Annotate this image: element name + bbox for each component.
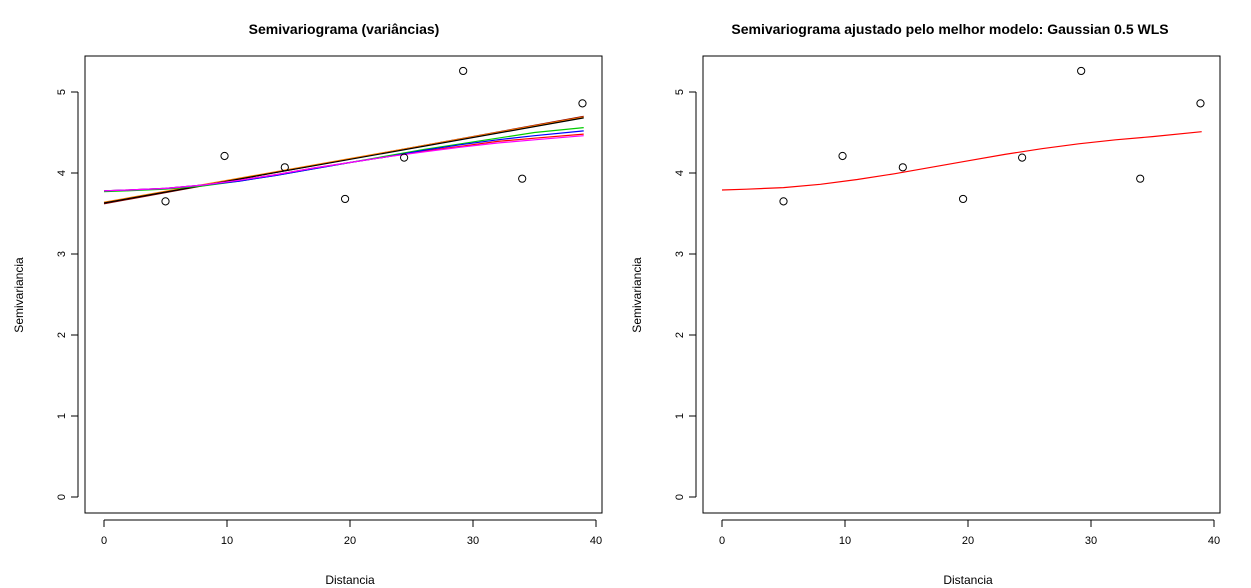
data-point bbox=[161, 197, 170, 206]
y-tick-label: 4 bbox=[674, 170, 686, 176]
x-tick-label: 20 bbox=[344, 535, 356, 547]
y-tick-label: 5 bbox=[674, 89, 686, 95]
data-point bbox=[898, 163, 907, 172]
model-fit-curve bbox=[103, 116, 584, 203]
x-tick-label: 0 bbox=[101, 535, 107, 547]
y-axis-label: Semivariancia bbox=[12, 257, 26, 333]
x-axis-label: Distancia bbox=[325, 573, 375, 587]
data-point bbox=[400, 153, 409, 162]
data-point bbox=[1018, 153, 1027, 162]
x-tick-label: 10 bbox=[839, 535, 851, 547]
plot-frame bbox=[84, 55, 603, 514]
model-fit-curve bbox=[721, 131, 1202, 191]
x-tick-label: 0 bbox=[719, 535, 725, 547]
data-point bbox=[518, 174, 527, 183]
model-fit-curve bbox=[103, 117, 584, 204]
y-tick-label: 2 bbox=[56, 332, 68, 338]
x-tick-label: 40 bbox=[590, 535, 602, 547]
semivariogram-fitted-panel: Semivariograma ajustado pelo melhor mode… bbox=[630, 21, 1221, 587]
y-tick-label: 1 bbox=[674, 413, 686, 419]
y-tick-label: 1 bbox=[56, 413, 68, 419]
data-point bbox=[280, 163, 289, 172]
y-tick-label: 3 bbox=[56, 251, 68, 257]
y-tick-label: 3 bbox=[674, 251, 686, 257]
data-point bbox=[958, 194, 968, 204]
data-point bbox=[779, 197, 788, 206]
x-tick-label: 20 bbox=[962, 535, 974, 547]
data-point bbox=[220, 151, 229, 161]
y-tick-label: 4 bbox=[56, 170, 68, 176]
x-tick-label: 40 bbox=[1208, 535, 1220, 547]
semivariogram-variances-panel: Semivariograma (variâncias) Distancia Se… bbox=[12, 21, 603, 587]
data-point bbox=[838, 151, 847, 161]
data-point bbox=[459, 66, 468, 76]
data-point bbox=[340, 194, 350, 204]
data-point bbox=[1136, 174, 1145, 183]
model-fit-curve bbox=[103, 133, 584, 192]
y-tick-label: 2 bbox=[674, 332, 686, 338]
x-tick-label: 30 bbox=[1085, 535, 1097, 547]
y-axis-label: Semivariancia bbox=[630, 257, 644, 333]
y-tick-label: 0 bbox=[674, 494, 686, 500]
y-tick-label: 5 bbox=[56, 89, 68, 95]
model-fit-curve bbox=[103, 135, 584, 192]
chart-title: Semivariograma (variâncias) bbox=[249, 21, 440, 37]
data-point bbox=[578, 99, 587, 108]
data-point bbox=[1196, 99, 1205, 108]
plot-frame bbox=[702, 55, 1221, 514]
x-tick-label: 30 bbox=[467, 535, 479, 547]
x-tick-label: 10 bbox=[221, 535, 233, 547]
chart-title: Semivariograma ajustado pelo melhor mode… bbox=[731, 21, 1168, 37]
x-axis-label: Distancia bbox=[943, 573, 993, 587]
y-tick-label: 0 bbox=[56, 494, 68, 500]
data-point bbox=[1077, 66, 1086, 76]
